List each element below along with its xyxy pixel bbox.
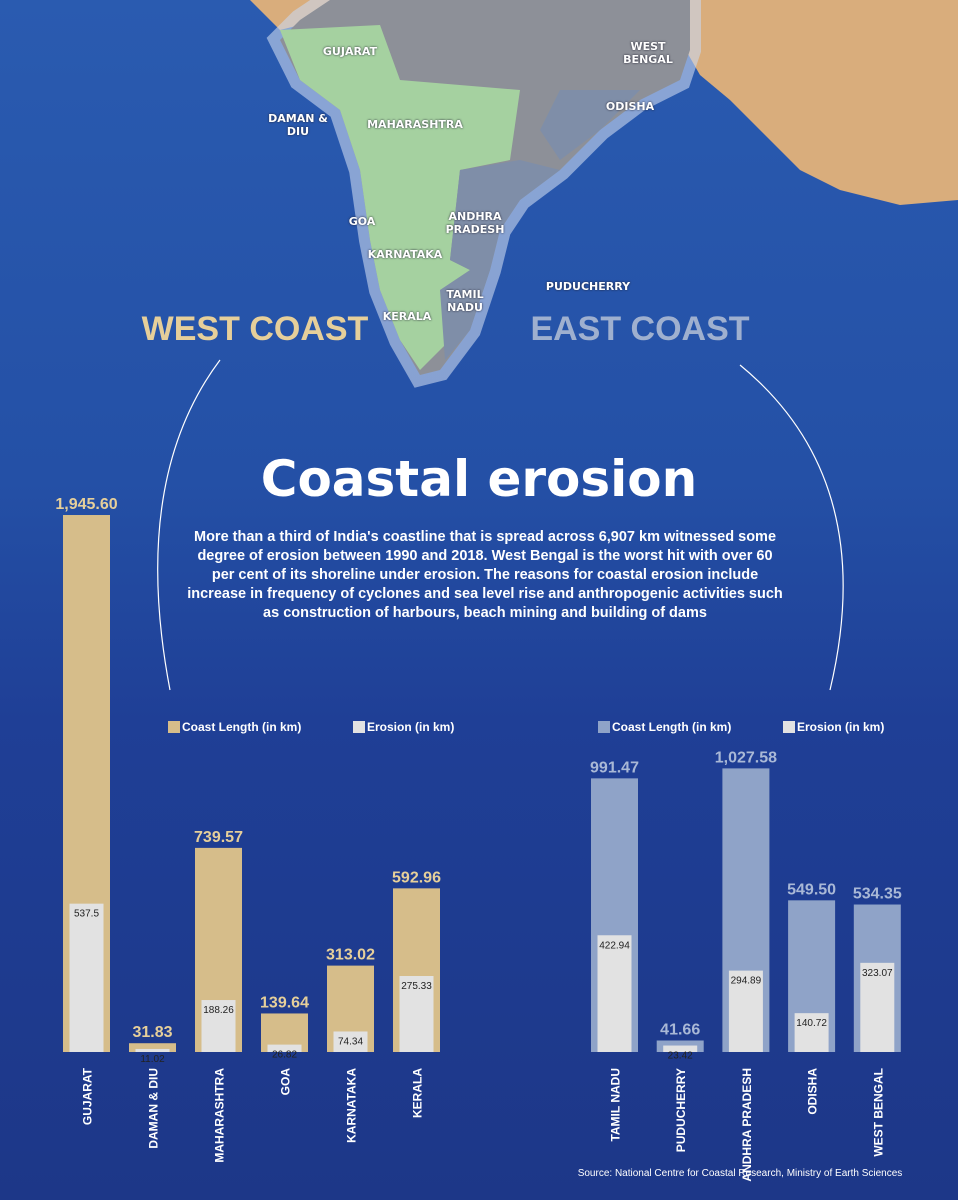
coast-label: 139.64 xyxy=(260,994,309,1011)
legend-label: Erosion (in km) xyxy=(367,720,454,734)
category-label: GUJARAT xyxy=(81,1067,95,1125)
erosion-bar xyxy=(267,1044,302,1052)
map-label: GUJARAT xyxy=(322,45,378,58)
arrow xyxy=(157,359,221,691)
map-label: WEST BENGAL xyxy=(623,40,673,66)
legend-label: Coast Length (in km) xyxy=(612,720,731,734)
map-label: KARNATAKA xyxy=(367,248,443,261)
erosion-label: 323.07 xyxy=(862,968,893,979)
category-label: KERALA xyxy=(411,1068,425,1118)
description: More than a third of India's coastline t… xyxy=(187,529,783,621)
coast-label: 739.57 xyxy=(194,829,243,846)
map-label: PUDUCHERRY xyxy=(545,280,631,293)
coast-label: 534.35 xyxy=(853,886,902,903)
west-coast-title: WEST COAST xyxy=(142,310,369,348)
erosion-bar xyxy=(597,935,632,1052)
coast-label: 592.96 xyxy=(392,869,441,886)
east-states xyxy=(440,160,560,360)
erosion-label: 26.82 xyxy=(272,1050,297,1061)
legend-label: Coast Length (in km) xyxy=(182,720,301,734)
erosion-label: 140.72 xyxy=(796,1018,827,1029)
odisha-shape xyxy=(540,90,640,160)
coast-bar xyxy=(129,1043,176,1052)
erosion-label: 23.42 xyxy=(668,1051,693,1062)
erosion-bar xyxy=(135,1048,170,1052)
category-label: DAMAN & DIU xyxy=(147,1068,161,1149)
category-label: WEST BENGAL xyxy=(871,1068,885,1157)
erosion-label: 537.5 xyxy=(74,909,99,920)
coast-label: 41.66 xyxy=(660,1022,700,1039)
legend-swatch xyxy=(598,721,610,733)
category-label: ODISHA xyxy=(806,1068,820,1115)
category-label: PUDUCHERRY xyxy=(674,1068,688,1152)
map xyxy=(250,0,958,388)
erosion-bar xyxy=(201,1000,236,1052)
coast-label: 991.47 xyxy=(590,759,639,776)
erosion-label: 422.94 xyxy=(599,940,630,951)
legend-swatch xyxy=(353,721,365,733)
category-label: MAHARASHTRA xyxy=(213,1068,227,1163)
map-label: KERALA xyxy=(382,310,432,323)
category-label: TAMIL NADU xyxy=(609,1068,623,1142)
legend-label: Erosion (in km) xyxy=(797,720,884,734)
category-label: KARNATAKA xyxy=(345,1068,359,1143)
coast-label: 1,945.60 xyxy=(55,496,117,513)
category-label: ANDHRA PRADESH xyxy=(740,1068,754,1182)
erosion-label: 275.33 xyxy=(401,981,432,992)
erosion-bar xyxy=(69,903,104,1052)
title: Coastal erosion xyxy=(260,450,698,508)
east-coast-title: EAST COAST xyxy=(530,310,749,348)
coast-label: 31.83 xyxy=(132,1024,172,1041)
map-label: MAHARASHTRA xyxy=(367,118,463,131)
arrow xyxy=(739,364,844,691)
erosion-label: 294.89 xyxy=(731,976,762,987)
erosion-bar xyxy=(663,1045,698,1052)
map-label: ANDHRA PRADESH xyxy=(445,210,505,236)
coast-label: 549.50 xyxy=(787,881,836,898)
erosion-label: 188.26 xyxy=(203,1005,234,1016)
map-label: ODISHA xyxy=(605,100,655,113)
erosion-bar xyxy=(794,1013,829,1052)
coast-label: 1,027.58 xyxy=(715,749,777,766)
legend-swatch xyxy=(168,721,180,733)
erosion-bar xyxy=(333,1031,368,1052)
map-label: GOA xyxy=(348,215,376,228)
coast-label: 313.02 xyxy=(326,947,375,964)
erosion-bar xyxy=(860,962,895,1052)
erosion-label: 74.34 xyxy=(338,1036,363,1047)
map-label: DAMAN & DIU xyxy=(268,112,328,138)
erosion-bar xyxy=(728,970,763,1052)
erosion-bar xyxy=(399,976,434,1052)
source: Source: National Centre for Coastal Rese… xyxy=(577,1168,903,1179)
map-label: TAMIL NADU xyxy=(446,288,484,314)
erosion-label: 11.02 xyxy=(140,1054,165,1065)
category-label: GOA xyxy=(279,1068,293,1096)
legend-swatch xyxy=(783,721,795,733)
